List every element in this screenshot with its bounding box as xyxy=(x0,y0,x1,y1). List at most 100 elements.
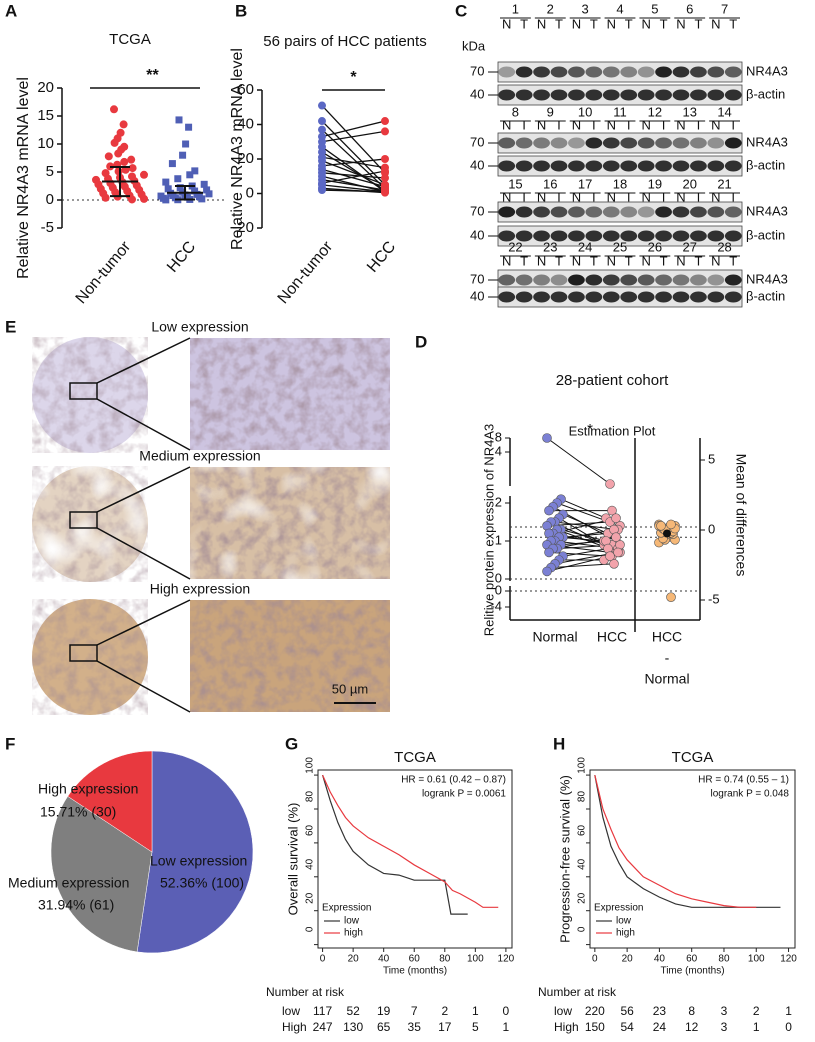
lane-label: T xyxy=(555,117,563,132)
risk-value: 52 xyxy=(346,1004,360,1018)
chart-subtitle: Estimation Plot xyxy=(569,423,656,438)
lane-label: T xyxy=(590,189,598,204)
y-tick-label: -5 xyxy=(41,219,54,236)
lane-label: T xyxy=(660,16,668,31)
blot-band xyxy=(724,160,742,172)
blot-band xyxy=(707,230,725,242)
lane-number: 7 xyxy=(721,1,728,16)
blot-band xyxy=(515,274,533,286)
risk-value: 5 xyxy=(472,1020,479,1034)
annotation: HR = 0.61 (0.42 – 0.87) xyxy=(401,775,506,786)
blot-band xyxy=(602,230,620,242)
data-point xyxy=(104,152,113,161)
y-tick-label: 0 xyxy=(495,570,502,585)
zoom-connector xyxy=(96,398,191,451)
lane-number: 20 xyxy=(682,176,696,191)
risk-value: 35 xyxy=(408,1020,422,1034)
size-marker: 70 xyxy=(470,63,484,78)
blot-band xyxy=(498,137,516,149)
blot-band xyxy=(498,89,516,101)
blot-band xyxy=(568,274,585,286)
blot-band xyxy=(690,89,707,101)
risk-value: 0 xyxy=(503,1004,510,1018)
panel-label: High expression xyxy=(150,581,250,597)
pair-line xyxy=(562,548,609,557)
lane-label: N xyxy=(711,16,720,31)
y-tick-label: 15 xyxy=(37,107,54,124)
data-point xyxy=(318,186,326,195)
risk-value: 23 xyxy=(653,1004,667,1018)
panel-letter: D xyxy=(415,332,427,351)
blot-band xyxy=(637,137,655,149)
significance: * xyxy=(587,421,593,438)
legend-title: Expression xyxy=(594,903,643,914)
blot-band xyxy=(533,66,550,78)
lane-number: 8 xyxy=(512,104,519,119)
blot-band xyxy=(655,89,672,101)
blot-band xyxy=(707,160,725,172)
blot-band xyxy=(498,66,516,78)
data-point xyxy=(613,547,623,558)
blot-band xyxy=(724,291,742,303)
significance: ** xyxy=(146,67,159,84)
blot-band xyxy=(620,66,638,78)
blot-band xyxy=(498,230,516,242)
blot-band xyxy=(550,291,568,303)
blot-band xyxy=(620,291,638,303)
x-tick-label: Non-tumor xyxy=(275,238,337,307)
data-point xyxy=(544,547,554,558)
lane-number: 10 xyxy=(578,104,592,119)
lane-label: N xyxy=(537,16,546,31)
pair-line xyxy=(562,532,609,538)
lane-label: N xyxy=(572,117,581,132)
tissue-texture xyxy=(32,337,148,453)
blot-target: β-actin xyxy=(746,157,785,172)
risk-value: 3 xyxy=(721,1020,728,1034)
pair-line xyxy=(321,120,386,186)
x-tick-label: 40 xyxy=(654,954,666,965)
annotation: logrank P = 0.048 xyxy=(711,789,790,800)
lane-label: T xyxy=(625,117,633,132)
risk-value: 247 xyxy=(313,1020,333,1034)
blot-band xyxy=(620,230,638,242)
blot-band xyxy=(672,274,690,286)
risk-value: 2 xyxy=(441,1004,448,1018)
blot-band xyxy=(550,66,568,78)
blot-band xyxy=(620,206,638,218)
y-axis-label: Progression-free survival (%) xyxy=(557,775,572,943)
risk-value: 1 xyxy=(472,1004,479,1018)
y-tick-label: 2 xyxy=(495,494,502,509)
data-point xyxy=(205,190,213,198)
size-marker: 40 xyxy=(470,157,484,172)
blot-band xyxy=(585,291,603,303)
data-point xyxy=(609,558,619,569)
y-tick-label: 60 xyxy=(577,824,588,836)
data-point xyxy=(101,193,110,202)
lane-label: T xyxy=(555,253,563,268)
x-axis-label: Time (months) xyxy=(383,966,447,977)
blot-band xyxy=(533,160,550,172)
lane-label: T xyxy=(694,117,702,132)
panel-letter: G xyxy=(285,734,298,753)
size-marker: 40 xyxy=(470,288,484,303)
blot-band xyxy=(637,206,655,218)
lane-number: 27 xyxy=(682,239,696,254)
risk-value: 1 xyxy=(785,1004,792,1018)
lane-label: T xyxy=(590,117,598,132)
panel-label: Low expression xyxy=(151,319,248,335)
size-marker: 40 xyxy=(470,227,484,242)
data-point xyxy=(381,173,389,182)
data-point xyxy=(607,505,617,516)
blot-band xyxy=(655,291,672,303)
blot-band xyxy=(672,206,690,218)
blot-target: β-actin xyxy=(746,288,785,303)
unit-label: kDa xyxy=(462,38,486,53)
risk-title: Number at risk xyxy=(266,985,345,999)
survival-curve xyxy=(322,774,468,915)
slice-value: 52.36% (100) xyxy=(160,875,244,891)
risk-value: 150 xyxy=(585,1020,605,1034)
data-point xyxy=(182,140,190,148)
data-point xyxy=(203,186,211,194)
y2-tick-label: 5 xyxy=(708,451,715,466)
data-point xyxy=(128,195,136,204)
